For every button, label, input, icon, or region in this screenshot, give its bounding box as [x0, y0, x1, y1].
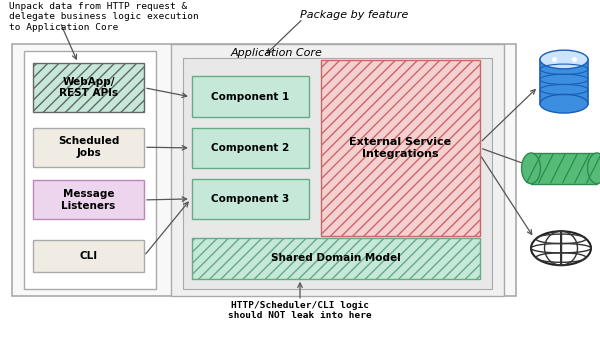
Bar: [192, 76, 309, 117]
Bar: [192, 178, 309, 219]
Text: CLI: CLI: [79, 251, 98, 261]
Bar: [540, 59, 588, 104]
Bar: [183, 58, 492, 289]
Text: Component 1: Component 1: [211, 92, 290, 102]
Bar: [33, 180, 144, 219]
Text: WebApp/
REST APIs: WebApp/ REST APIs: [59, 77, 118, 98]
Bar: [12, 44, 516, 296]
Bar: [24, 51, 156, 289]
Text: Package by feature: Package by feature: [300, 10, 409, 20]
Text: Unpack data from HTTP request &
delegate business logic execution
to Application: Unpack data from HTTP request & delegate…: [9, 2, 199, 32]
Ellipse shape: [540, 50, 588, 69]
Ellipse shape: [587, 153, 600, 184]
Bar: [33, 240, 144, 272]
Bar: [192, 128, 309, 168]
Text: Application Core: Application Core: [231, 48, 323, 58]
Bar: [531, 153, 597, 184]
Bar: [33, 128, 144, 167]
Text: Component 2: Component 2: [211, 143, 290, 153]
Text: HTTP/Scheduler/CLI logic
should NOT leak into here: HTTP/Scheduler/CLI logic should NOT leak…: [228, 301, 372, 320]
Bar: [171, 44, 504, 296]
Text: External Service
Integrations: External Service Integrations: [349, 137, 452, 159]
Circle shape: [531, 231, 591, 265]
Bar: [321, 59, 480, 236]
Text: Message
Listeners: Message Listeners: [61, 189, 116, 210]
Ellipse shape: [521, 153, 541, 184]
Text: Scheduled
Jobs: Scheduled Jobs: [58, 136, 119, 158]
Bar: [33, 63, 144, 112]
Text: Shared Domain Model: Shared Domain Model: [271, 253, 401, 264]
Text: Component 3: Component 3: [211, 194, 290, 204]
Bar: [192, 238, 480, 279]
Ellipse shape: [540, 94, 588, 113]
